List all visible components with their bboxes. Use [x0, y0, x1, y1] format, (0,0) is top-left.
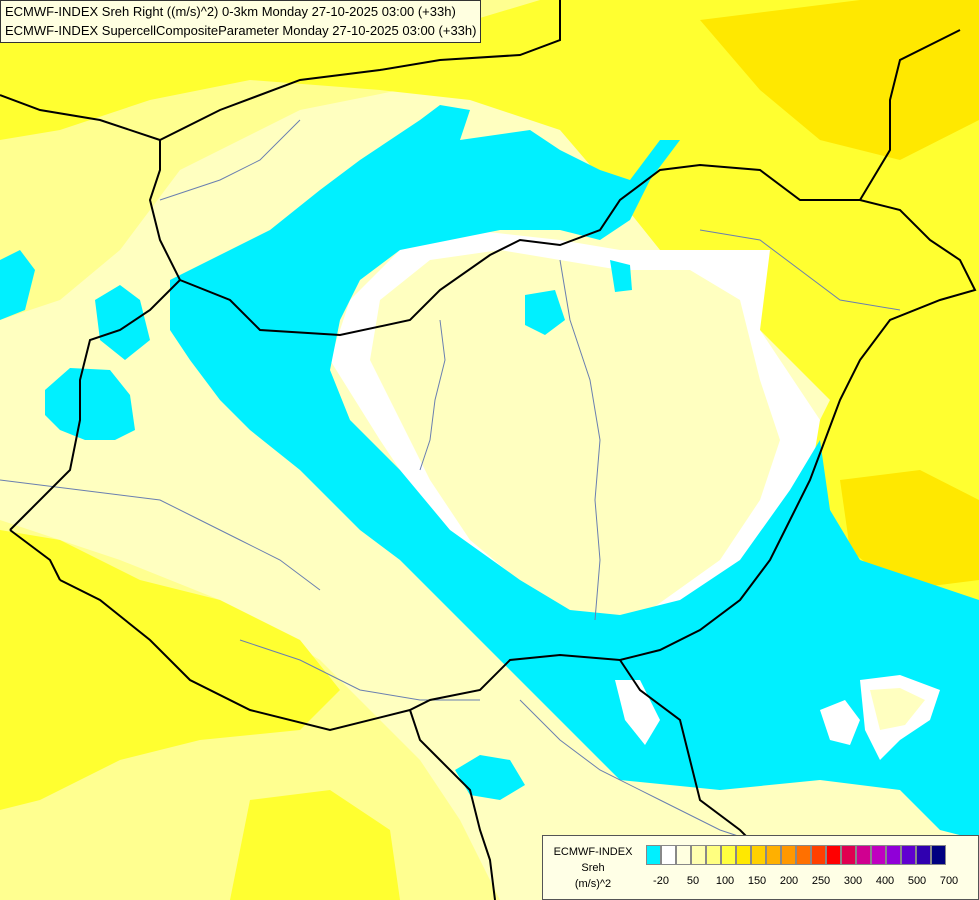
- legend-tick-label: 200: [779, 875, 799, 887]
- white-patch-s: [615, 680, 660, 745]
- legend-swatch: [646, 845, 661, 865]
- legend-swatch: [811, 845, 826, 865]
- white-patch-se: [820, 700, 860, 745]
- legend-swatch: [721, 845, 736, 865]
- cyan-south-blob: [455, 755, 525, 800]
- legend-swatch: [886, 845, 901, 865]
- legend-swatch: [766, 845, 781, 865]
- legend-swatch: [841, 845, 856, 865]
- legend-swatch: [826, 845, 841, 865]
- legend-tick-label: 50: [686, 875, 700, 887]
- legend-tick-label: 150: [747, 875, 767, 887]
- legend-tick-label: 500: [907, 875, 927, 887]
- legend-swatch: [856, 845, 871, 865]
- cyan-west-blob-2: [95, 285, 150, 360]
- title-line-1: ECMWF-INDEX Sreh Right ((m/s)^2) 0-3km M…: [5, 4, 456, 19]
- title-line-2: ECMWF-INDEX SupercellCompositeParameter …: [5, 23, 477, 38]
- legend-tick-label: -20: [653, 875, 669, 887]
- legend-swatch: [706, 845, 721, 865]
- cyan-small-blob-2: [610, 260, 632, 292]
- legend-variable: Sreh: [581, 862, 605, 874]
- legend-tick-label: 400: [875, 875, 895, 887]
- deep-yellow-patch-e: [840, 470, 979, 590]
- legend-swatches: [646, 845, 946, 865]
- legend-tick-label: 300: [843, 875, 863, 887]
- cyan-small-blob: [525, 290, 565, 335]
- map-title: ECMWF-INDEX Sreh Right ((m/s)^2) 0-3km M…: [0, 0, 482, 43]
- legend-swatch: [691, 845, 706, 865]
- legend-tick-label: 250: [811, 875, 831, 887]
- deep-yellow-patch-ne: [700, 0, 979, 160]
- legend-swatch: [916, 845, 931, 865]
- legend-swatch: [871, 845, 886, 865]
- color-legend: ECMWF-INDEX Sreh (m/s)^2 -20 50 100 150 200 2…: [542, 835, 979, 900]
- yellow-area-south: [230, 790, 400, 900]
- legend-swatch: [661, 845, 676, 865]
- legend-swatch: [751, 845, 766, 865]
- legend-swatch: [931, 845, 946, 865]
- legend-tick-label: 100: [715, 875, 735, 887]
- yellow-area-west: [0, 530, 340, 810]
- legend-swatch: [901, 845, 916, 865]
- legend-swatch: [796, 845, 811, 865]
- yellow-area-north: [0, 0, 979, 520]
- legend-source: ECMWF-INDEX: [553, 846, 633, 858]
- legend-tick-label: 700: [939, 875, 959, 887]
- pale-patch-se: [870, 688, 925, 730]
- legend-unit: (m/s)^2: [574, 878, 612, 890]
- cyan-edge-blob: [0, 250, 35, 320]
- legend-swatch: [736, 845, 751, 865]
- legend-swatch: [781, 845, 796, 865]
- pale-interior: [370, 250, 780, 620]
- cyan-west-blob: [45, 368, 135, 440]
- legend-swatch: [676, 845, 691, 865]
- cyan-band: [170, 105, 979, 840]
- rivers: [0, 119, 901, 851]
